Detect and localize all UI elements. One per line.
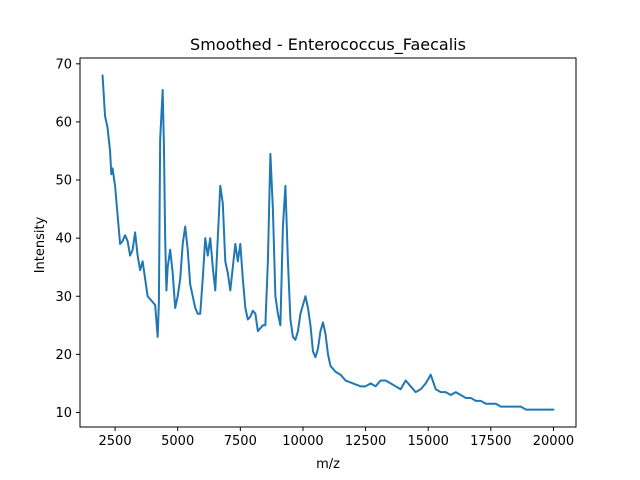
series-line-0 bbox=[101, 74, 555, 411]
x-tick-label-20000: 20000 bbox=[533, 434, 574, 449]
x-tick-label-10000: 10000 bbox=[282, 434, 323, 449]
x-tick-label-17500: 17500 bbox=[470, 434, 511, 449]
y-tick-label-40: 40 bbox=[55, 232, 72, 247]
x-tick-label-12500: 12500 bbox=[345, 434, 386, 449]
y-tick-label-20: 20 bbox=[55, 348, 72, 363]
y-tick-label-70: 70 bbox=[55, 57, 72, 72]
y-tick-label-30: 30 bbox=[55, 290, 72, 305]
chart-title: Smoothed - Enterococcus_Faecalis bbox=[190, 35, 466, 55]
x-tick-label-5000: 5000 bbox=[161, 434, 194, 449]
x-axis-label: m/z bbox=[316, 457, 340, 472]
x-tick-label-2500: 2500 bbox=[99, 434, 132, 449]
y-tick-label-60: 60 bbox=[55, 115, 72, 130]
y-tick-label-10: 10 bbox=[55, 406, 72, 421]
plot-area: 2500 5000 7500 10000 12500 15000 17500 20000 10 2… bbox=[55, 57, 577, 449]
axes-frame bbox=[79, 57, 577, 428]
y-axis-label: Intensity bbox=[33, 216, 48, 273]
x-tick-label-7500: 7500 bbox=[224, 434, 257, 449]
y-tick-label-50: 50 bbox=[55, 174, 72, 189]
x-tick-label-15000: 15000 bbox=[408, 434, 449, 449]
